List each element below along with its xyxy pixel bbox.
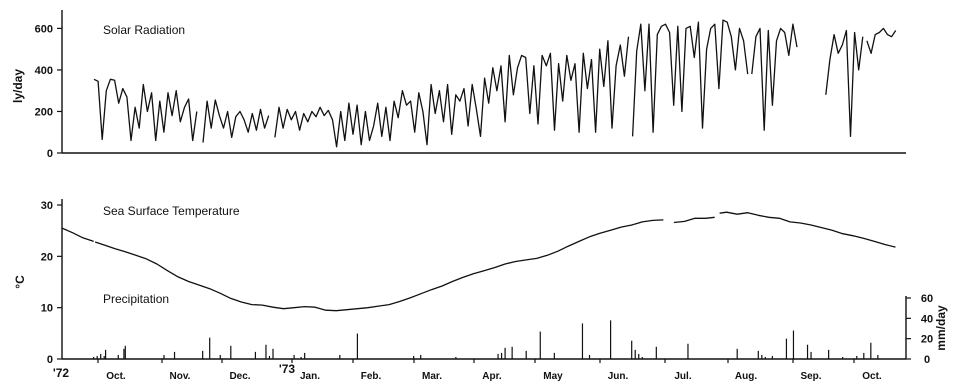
solar-y-tick-label: 0 <box>47 148 53 160</box>
solar-series-segment <box>631 19 749 137</box>
temp-y-tick-label: 30 <box>41 200 53 212</box>
solar-series-segment <box>202 99 270 143</box>
solar-series-segment <box>274 36 630 148</box>
temperature-y-label: °C <box>13 275 27 289</box>
month-label: Jan. <box>300 371 320 382</box>
solar-y-tick-label: 400 <box>35 65 53 77</box>
solar-series-segment <box>751 23 798 131</box>
temperature-series-segment <box>94 219 664 312</box>
year-label-73: '73 <box>279 362 296 376</box>
temperature-series-segment <box>673 216 715 224</box>
temperature-series-segment <box>61 227 94 243</box>
solar-y-tick-label: 200 <box>35 106 53 118</box>
month-label: May <box>543 371 563 382</box>
solar-y-label: ly/day <box>11 69 25 103</box>
month-label: Jun. <box>608 371 629 382</box>
solar-series-segment <box>866 27 897 54</box>
precip-y-tick-label: 0 <box>924 354 930 366</box>
solar-y-tick-label: 600 <box>35 23 53 35</box>
month-label: Oct. <box>862 371 882 382</box>
month-label: Sep. <box>800 371 821 382</box>
solar-series-segment <box>93 78 198 142</box>
temperature-title: Sea Surface Temperature <box>103 204 240 218</box>
precip-y-tick-label: 40 <box>921 313 933 325</box>
temp-y-tick-label: 10 <box>41 303 53 315</box>
precip-y-tick-label: 20 <box>921 334 933 346</box>
month-label: Jul. <box>674 371 691 382</box>
month-label: Feb. <box>361 371 382 382</box>
solar-title: Solar Radiation <box>103 23 185 37</box>
month-label: Nov. <box>170 371 191 382</box>
month-label: Mar. <box>422 371 442 382</box>
month-label: Aug. <box>735 371 757 382</box>
year-label-72: '72 <box>53 366 70 380</box>
month-label: Oct. <box>106 371 126 382</box>
temperature-series-segment <box>719 211 896 248</box>
precipitation-y-label: mm/day <box>934 305 948 351</box>
temp-y-tick-label: 20 <box>41 251 53 263</box>
precip-y-tick-label: 60 <box>921 293 933 305</box>
temp-y-tick-label: 0 <box>47 354 53 366</box>
solar-series-segment <box>825 29 864 138</box>
month-label: Dec. <box>229 371 250 382</box>
precipitation-title: Precipitation <box>103 292 169 306</box>
month-label: Apr. <box>482 371 502 382</box>
